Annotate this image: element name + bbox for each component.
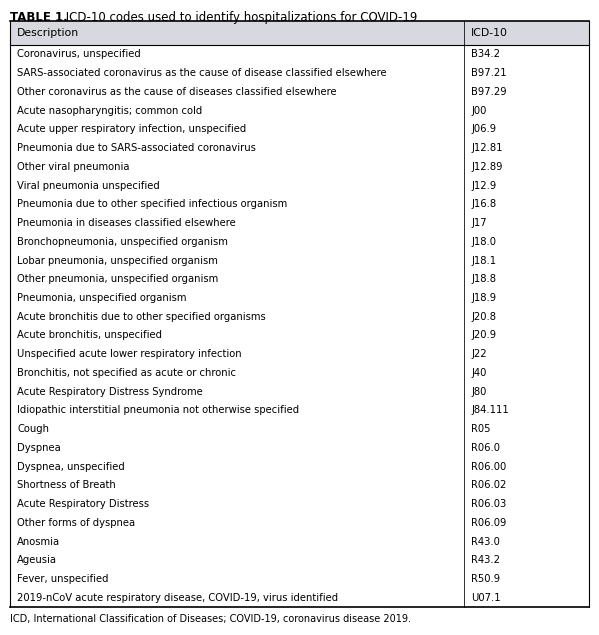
- Bar: [10, 232, 589, 251]
- Bar: [10, 177, 589, 195]
- Text: Coronavirus, unspecified: Coronavirus, unspecified: [17, 50, 141, 60]
- Bar: [10, 514, 589, 532]
- Text: R06.03: R06.03: [471, 499, 507, 509]
- Text: B97.21: B97.21: [471, 68, 507, 78]
- Text: R06.09: R06.09: [471, 518, 507, 528]
- Text: Fever, unspecified: Fever, unspecified: [17, 574, 108, 584]
- Text: Pneumonia due to SARS-associated coronavirus: Pneumonia due to SARS-associated coronav…: [17, 143, 256, 153]
- Bar: [10, 326, 589, 345]
- Text: Anosmia: Anosmia: [17, 537, 60, 547]
- Text: J80: J80: [471, 387, 486, 397]
- Text: ICD, International Classification of Diseases; COVID-19, coronavirus disease 201: ICD, International Classification of Dis…: [10, 614, 411, 624]
- Text: Bronchitis, not specified as acute or chronic: Bronchitis, not specified as acute or ch…: [17, 368, 236, 378]
- Text: R06.02: R06.02: [471, 480, 507, 490]
- Text: ICD-10 codes used to identify hospitalizations for COVID-19: ICD-10 codes used to identify hospitaliz…: [62, 11, 418, 24]
- Text: U07.1: U07.1: [471, 592, 501, 603]
- Bar: [10, 439, 589, 457]
- Text: Pneumonia in diseases classified elsewhere: Pneumonia in diseases classified elsewhe…: [17, 218, 236, 228]
- Text: Acute bronchitis, unspecified: Acute bronchitis, unspecified: [17, 330, 162, 340]
- Text: Other forms of dyspnea: Other forms of dyspnea: [17, 518, 135, 528]
- Text: Acute Respiratory Distress Syndrome: Acute Respiratory Distress Syndrome: [17, 387, 202, 397]
- Text: Lobar pneumonia, unspecified organism: Lobar pneumonia, unspecified organism: [17, 255, 218, 265]
- Bar: [10, 83, 589, 102]
- Text: J20.8: J20.8: [471, 312, 496, 322]
- Text: J06.9: J06.9: [471, 124, 497, 135]
- Bar: [10, 214, 589, 232]
- Text: J18.8: J18.8: [471, 274, 496, 284]
- Bar: [10, 551, 589, 570]
- Text: J22: J22: [471, 349, 487, 359]
- Text: Other viral pneumonia: Other viral pneumonia: [17, 162, 129, 172]
- Text: Ageusia: Ageusia: [17, 555, 57, 565]
- Bar: [10, 457, 589, 476]
- Bar: [10, 420, 589, 439]
- Text: Acute nasopharyngitis; common cold: Acute nasopharyngitis; common cold: [17, 105, 202, 116]
- Text: Description: Description: [17, 28, 79, 38]
- Text: ICD-10: ICD-10: [471, 28, 509, 38]
- Bar: [10, 120, 589, 139]
- Text: Acute Respiratory Distress: Acute Respiratory Distress: [17, 499, 149, 509]
- Bar: [10, 345, 589, 364]
- Text: R43.2: R43.2: [471, 555, 500, 565]
- Bar: [10, 495, 589, 514]
- Bar: [10, 289, 589, 307]
- Bar: [10, 570, 589, 589]
- Text: B34.2: B34.2: [471, 50, 500, 60]
- Bar: [10, 476, 589, 495]
- Bar: [10, 307, 589, 326]
- Text: Cough: Cough: [17, 424, 49, 434]
- Bar: [10, 64, 589, 83]
- Bar: [10, 270, 589, 289]
- Bar: [10, 364, 589, 382]
- Text: R05: R05: [471, 424, 491, 434]
- Text: SARS-associated coronavirus as the cause of disease classified elsewhere: SARS-associated coronavirus as the cause…: [17, 68, 386, 78]
- Text: Shortness of Breath: Shortness of Breath: [17, 480, 116, 490]
- Bar: [10, 157, 589, 177]
- Text: R43.0: R43.0: [471, 537, 500, 547]
- Text: Pneumonia, unspecified organism: Pneumonia, unspecified organism: [17, 293, 186, 303]
- Text: J00: J00: [471, 105, 486, 116]
- Text: Idiopathic interstitial pneumonia not otherwise specified: Idiopathic interstitial pneumonia not ot…: [17, 405, 299, 415]
- Text: Dyspnea: Dyspnea: [17, 443, 60, 453]
- Text: J12.9: J12.9: [471, 180, 497, 190]
- Text: Other pneumonia, unspecified organism: Other pneumonia, unspecified organism: [17, 274, 218, 284]
- Text: J17: J17: [471, 218, 487, 228]
- Text: R06.0: R06.0: [471, 443, 500, 453]
- Text: Pneumonia due to other specified infectious organism: Pneumonia due to other specified infecti…: [17, 199, 288, 210]
- Text: 2019-nCoV acute respiratory disease, COVID-19, virus identified: 2019-nCoV acute respiratory disease, COV…: [17, 592, 338, 603]
- Bar: [10, 251, 589, 270]
- Bar: [10, 21, 589, 45]
- Bar: [10, 401, 589, 420]
- Text: R50.9: R50.9: [471, 574, 500, 584]
- Text: J20.9: J20.9: [471, 330, 497, 340]
- Text: J84.111: J84.111: [471, 405, 509, 415]
- Text: Viral pneumonia unspecified: Viral pneumonia unspecified: [17, 180, 160, 190]
- Text: J18.9: J18.9: [471, 293, 497, 303]
- Bar: [10, 532, 589, 551]
- Text: J40: J40: [471, 368, 486, 378]
- Text: J12.81: J12.81: [471, 143, 503, 153]
- Text: Dyspnea, unspecified: Dyspnea, unspecified: [17, 462, 125, 472]
- Text: Acute bronchitis due to other specified organisms: Acute bronchitis due to other specified …: [17, 312, 266, 322]
- Bar: [10, 45, 589, 64]
- Text: Other coronavirus as the cause of diseases classified elsewhere: Other coronavirus as the cause of diseas…: [17, 87, 337, 97]
- Bar: [10, 589, 589, 607]
- Bar: [10, 195, 589, 214]
- Text: J18.0: J18.0: [471, 237, 496, 247]
- Text: B97.29: B97.29: [471, 87, 507, 97]
- Text: J18.1: J18.1: [471, 255, 497, 265]
- Text: J16.8: J16.8: [471, 199, 497, 210]
- Text: R06.00: R06.00: [471, 462, 507, 472]
- Bar: [10, 102, 589, 120]
- Bar: [10, 139, 589, 157]
- Text: Bronchopneumonia, unspecified organism: Bronchopneumonia, unspecified organism: [17, 237, 228, 247]
- Text: Unspecified acute lower respiratory infection: Unspecified acute lower respiratory infe…: [17, 349, 241, 359]
- Text: J12.89: J12.89: [471, 162, 503, 172]
- Text: Acute upper respiratory infection, unspecified: Acute upper respiratory infection, unspe…: [17, 124, 246, 135]
- Bar: [10, 382, 589, 401]
- Text: TABLE 1.: TABLE 1.: [10, 11, 68, 24]
